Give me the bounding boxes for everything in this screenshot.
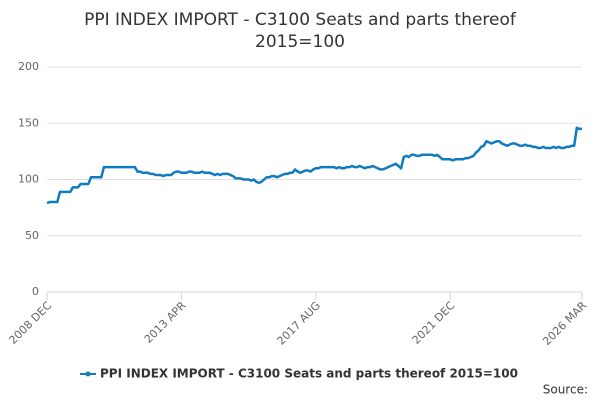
- y-tick-label: 0: [32, 285, 39, 298]
- y-tick-label: 150: [18, 116, 39, 129]
- chart-title: PPI INDEX IMPORT - C3100 Seats and parts…: [84, 10, 517, 30]
- x-tick-label: 2013 APR: [142, 299, 189, 346]
- x-tick-label: 2008 DEC: [6, 299, 54, 347]
- chart-subtitle: 2015=100: [255, 32, 345, 52]
- series-line: [46, 126, 582, 205]
- source: Source:: [543, 383, 588, 397]
- y-tick-label: 50: [25, 229, 39, 242]
- y-tick-label: 200: [18, 60, 39, 73]
- x-tick-label: 2026 MAR: [540, 299, 589, 348]
- x-tick-label: 2021 DEC: [410, 299, 458, 347]
- legend-marker: [85, 371, 91, 377]
- y-tick-label: 100: [18, 173, 39, 186]
- x-tick-label: 2017 AUG: [275, 299, 324, 348]
- legend-label: PPI INDEX IMPORT - C3100 Seats and parts…: [100, 367, 518, 381]
